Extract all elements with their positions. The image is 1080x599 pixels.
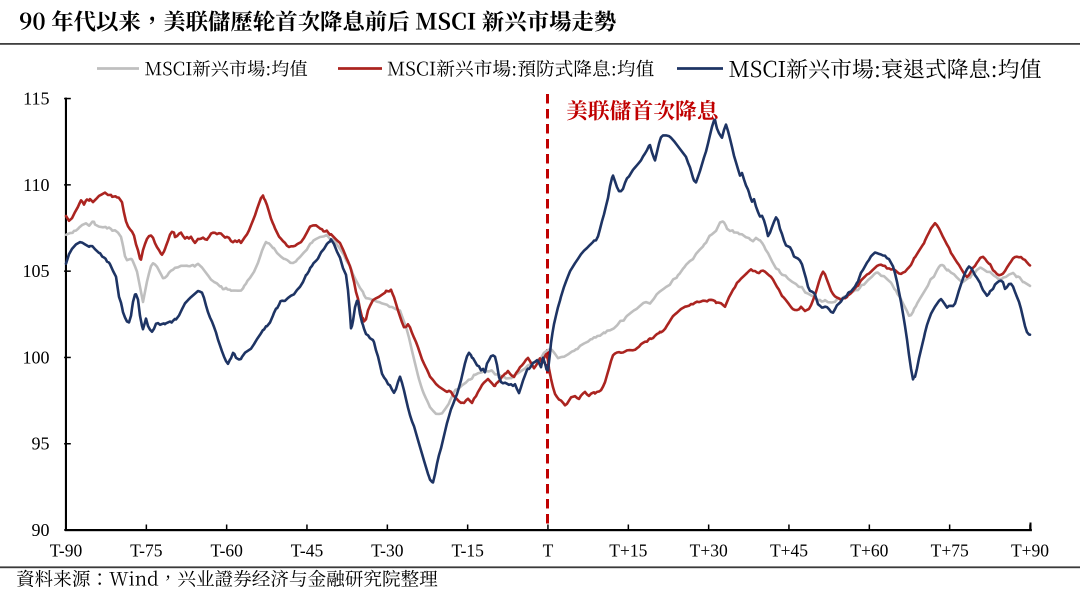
svg-text:115: 115 xyxy=(23,89,49,109)
svg-text:T-90: T-90 xyxy=(50,541,83,561)
svg-text:T-75: T-75 xyxy=(130,541,163,561)
svg-text:T+15: T+15 xyxy=(609,541,647,561)
svg-text:T-45: T-45 xyxy=(291,541,324,561)
svg-text:105: 105 xyxy=(23,261,50,281)
svg-text:110: 110 xyxy=(23,175,49,195)
svg-text:T: T xyxy=(543,541,554,561)
svg-text:T+60: T+60 xyxy=(850,541,888,561)
svg-text:T+75: T+75 xyxy=(931,541,969,561)
svg-text:90: 90 xyxy=(32,520,50,540)
svg-text:T+30: T+30 xyxy=(690,541,728,561)
svg-text:T-30: T-30 xyxy=(371,541,404,561)
svg-text:T-15: T-15 xyxy=(451,541,484,561)
svg-text:T-60: T-60 xyxy=(210,541,243,561)
svg-text:95: 95 xyxy=(32,434,50,454)
svg-text:T+45: T+45 xyxy=(770,541,808,561)
svg-text:100: 100 xyxy=(23,347,50,367)
svg-text:T+90: T+90 xyxy=(1011,541,1049,561)
